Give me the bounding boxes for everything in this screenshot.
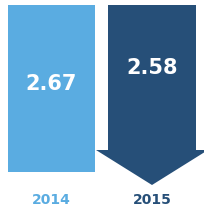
Text: 2014: 2014	[32, 193, 71, 207]
Text: 2.67: 2.67	[26, 74, 77, 94]
Bar	[8, 5, 95, 172]
Polygon shape	[96, 150, 204, 185]
Text: 2.58: 2.58	[126, 57, 178, 77]
Bar	[108, 5, 196, 150]
Text: 2015: 2015	[133, 193, 171, 207]
